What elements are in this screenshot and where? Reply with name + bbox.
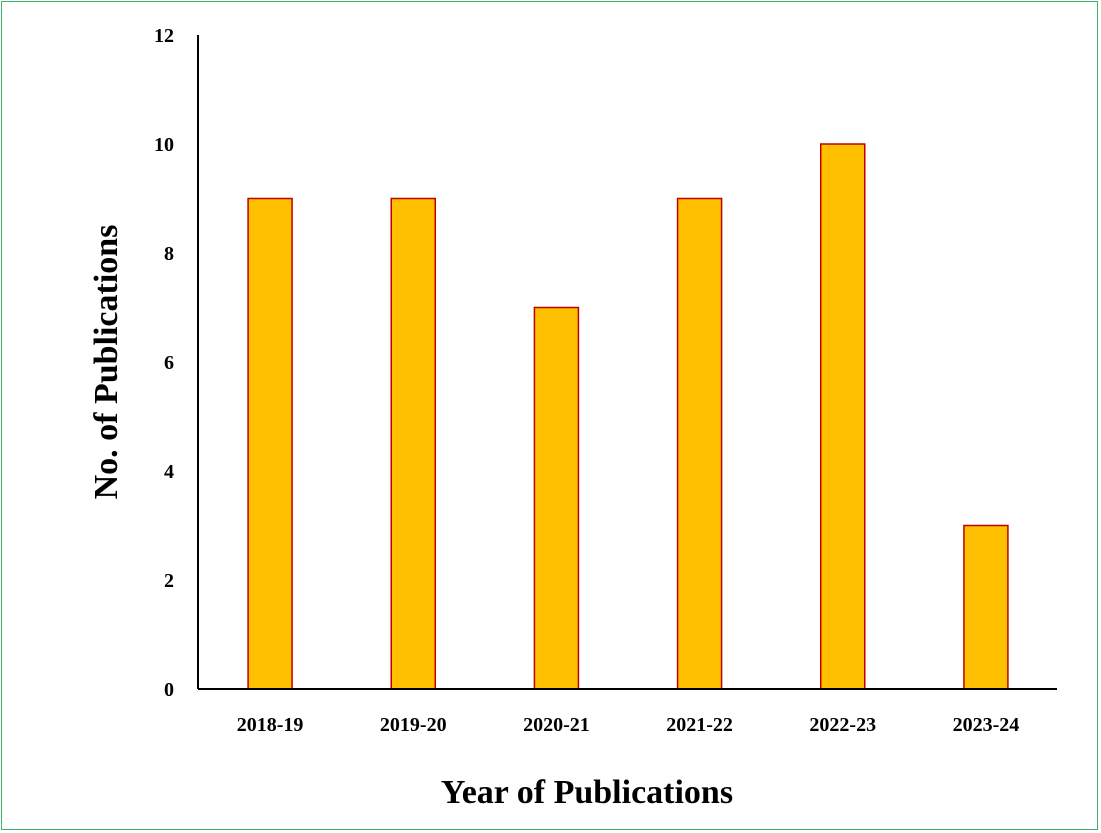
- y-tick-label: 4: [164, 461, 174, 483]
- bar-2022-23: [820, 143, 866, 690]
- bar-2018-19: [247, 197, 293, 690]
- x-tick-label-2018-19: 2018-19: [237, 714, 304, 736]
- x-tick-label-2019-20: 2019-20: [380, 714, 447, 736]
- x-tick-label-2023-24: 2023-24: [953, 714, 1020, 736]
- bar-2023-24: [963, 524, 1009, 690]
- x-tick-label-2022-23: 2022-23: [809, 714, 876, 736]
- x-tick-label-2021-22: 2021-22: [666, 714, 733, 736]
- bar-2019-20: [390, 197, 436, 690]
- x-axis-title: Year of Publications: [441, 774, 733, 811]
- y-tick-labels: 0 2 4 6 8 10 12: [154, 25, 174, 701]
- y-tick-label: 12: [154, 25, 174, 47]
- bars: [247, 143, 1009, 690]
- y-tick-label: 0: [164, 679, 174, 701]
- y-tick-label: 10: [154, 134, 174, 156]
- bar-2020-21: [533, 306, 580, 690]
- y-tick-label: 6: [164, 352, 174, 374]
- x-tick-label-2020-21: 2020-21: [523, 714, 590, 736]
- y-tick-label: 8: [164, 243, 174, 265]
- y-axis-title: No. of Publications: [88, 225, 125, 500]
- x-tick-labels: 2018-19 2019-20 2020-21 2021-22 2022-23 2023-…: [237, 714, 1020, 736]
- y-tick-label: 2: [164, 570, 174, 592]
- bar-2021-22: [676, 197, 723, 690]
